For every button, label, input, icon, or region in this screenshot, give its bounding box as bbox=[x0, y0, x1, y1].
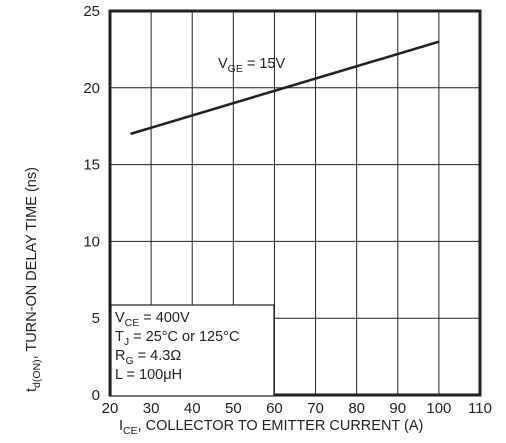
y-tick-labels: 0 5 10 15 20 25 bbox=[83, 3, 100, 404]
y-tick-label: 25 bbox=[83, 3, 100, 20]
y-axis-label: td(ON), TURN-ON DELAY TIME (ns) bbox=[24, 167, 43, 392]
x-tick-label: 50 bbox=[225, 400, 242, 417]
grid bbox=[110, 11, 480, 395]
x-tick-label: 70 bbox=[307, 400, 324, 417]
x-tick-label: 30 bbox=[143, 400, 160, 417]
plot-frame bbox=[108, 9, 482, 397]
x-tick-label: 20 bbox=[102, 400, 119, 417]
conditions-box: VCE = 400V TJ = 25°C or 125°C RG = 4.3Ω … bbox=[110, 304, 275, 397]
x-tick-label: 100 bbox=[426, 400, 451, 417]
x-tick-label: 90 bbox=[389, 400, 406, 417]
y-tick-label: 10 bbox=[83, 233, 100, 250]
x-tick-label: 40 bbox=[184, 400, 201, 417]
x-tick-label: 110 bbox=[468, 400, 492, 417]
series-label: VGE = 15V bbox=[218, 56, 285, 75]
condition-tj: TJ = 25°C or 125°C bbox=[115, 329, 239, 348]
plot-area bbox=[108, 9, 482, 397]
y-tick-label: 5 bbox=[92, 310, 100, 327]
series-line bbox=[130, 40, 440, 136]
x-tick-labels: 20 30 40 50 60 70 80 90 100 110 bbox=[102, 400, 492, 417]
condition-vce: VCE = 400V bbox=[115, 310, 190, 329]
condition-rg: RG = 4.3Ω bbox=[115, 348, 181, 367]
series-layer bbox=[130, 40, 440, 136]
y-tick-label: 0 bbox=[92, 387, 100, 404]
condition-l: L = 100μH bbox=[115, 367, 182, 383]
y-tick-label: 15 bbox=[83, 157, 100, 174]
x-tick-label: 60 bbox=[266, 400, 283, 417]
y-tick-label: 20 bbox=[83, 80, 100, 97]
x-tick-label: 80 bbox=[348, 400, 365, 417]
x-axis-label: ICE, COLLECTOR TO EMITTER CURRENT (A) bbox=[119, 418, 423, 437]
